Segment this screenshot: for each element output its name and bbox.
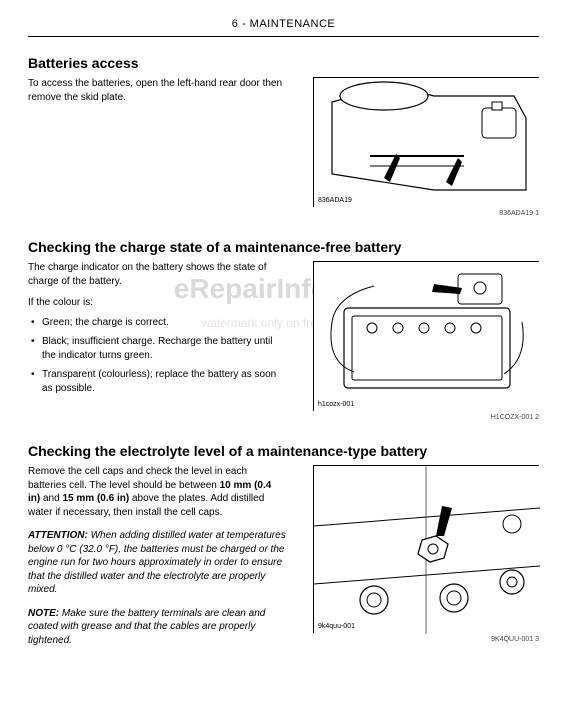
figure-3-caption: 9K4QUU-001 3	[313, 635, 539, 643]
section-charge-state: Checking the charge state of a maintenan…	[28, 239, 539, 421]
s3-15mm: 15 mm	[62, 493, 94, 504]
section3-title: Checking the electrolyte level of a main…	[28, 443, 539, 459]
section-batteries-access: Batteries access To access the batteries…	[28, 55, 539, 217]
section2-title: Checking the charge state of a maintenan…	[28, 239, 539, 255]
section1-title: Batteries access	[28, 55, 539, 71]
figure-3: 9k4quu-001	[313, 465, 539, 633]
section2-intro: The charge indicator on the battery show…	[28, 261, 286, 288]
section3-note: NOTE: Make sure the battery terminals ar…	[28, 607, 286, 648]
bullet-black: Black; insufficient charge. Recharge the…	[28, 335, 286, 362]
figure-1-svg	[314, 78, 540, 208]
figure-2: h1cozx-001	[313, 261, 539, 411]
note-body: Make sure the battery terminals are clea…	[28, 608, 265, 646]
bullet-transparent: Transparent (colourless); replace the ba…	[28, 368, 286, 395]
s3-10mm: 10 mm	[220, 480, 252, 491]
chapter-header: 6 - MAINTENANCE	[28, 18, 539, 36]
figure-2-svg	[314, 262, 540, 412]
section2-colour-intro: If the colour is:	[28, 296, 286, 310]
bullet-green: Green; the charge is correct.	[28, 316, 286, 330]
figure-3-code: 9k4quu-001	[318, 623, 355, 630]
section-electrolyte-level: Checking the electrolyte level of a main…	[28, 443, 539, 647]
section1-body: To access the batteries, open the left-h…	[28, 77, 286, 104]
figure-1-code: 836ADA19	[318, 197, 352, 204]
header-rule	[28, 36, 539, 37]
figure-1-caption: 836ADA19 1	[313, 209, 539, 217]
attention-label: ATTENTION:	[28, 530, 88, 541]
figure-3-svg	[314, 466, 540, 634]
figure-2-code: h1cozx-001	[318, 401, 354, 408]
figure-2-caption: H1COZX-001 2	[313, 413, 539, 421]
figure-1: 836ADA19	[313, 77, 539, 207]
note-label: NOTE:	[28, 608, 59, 619]
s3-mid: and	[40, 493, 62, 504]
section2-bullets: Green; the charge is correct. Black; ins…	[28, 316, 286, 396]
section3-attention: ATTENTION: When adding distilled water a…	[28, 529, 286, 597]
section3-body: Remove the cell caps and check the level…	[28, 465, 286, 519]
s3-15in: (0.6 in)	[97, 493, 129, 504]
s3-body-pre: Remove the cell caps and check the level…	[28, 466, 247, 491]
